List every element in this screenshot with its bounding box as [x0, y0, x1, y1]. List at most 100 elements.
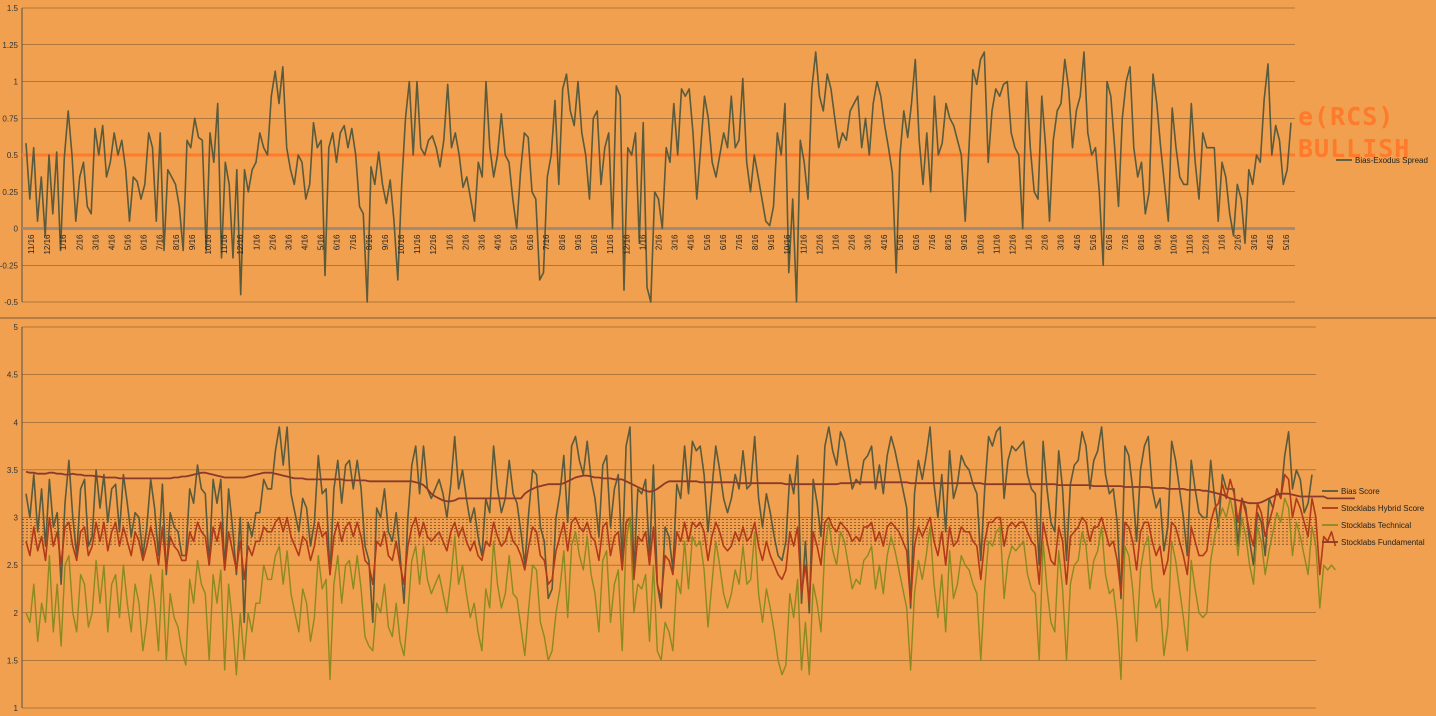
x-tick-label: 1/16	[1218, 234, 1227, 250]
x-tick-label: 11/16	[27, 234, 36, 254]
x-tick-label: 12/16	[43, 234, 52, 255]
x-tick-label: 12/16	[429, 234, 438, 255]
x-tick-label: 9/16	[767, 234, 776, 250]
x-tick-label: 12/16	[622, 234, 631, 255]
x-tick-label: 9/16	[381, 234, 390, 250]
x-tick-label: 11/16	[1185, 234, 1194, 254]
annotation-line-1: e(RCS)	[1298, 102, 1394, 131]
x-tick-label: 10/16	[783, 234, 792, 255]
y-tick-label: 2.5	[7, 561, 19, 570]
x-tick-label: 7/16	[349, 234, 358, 250]
legend-label: Bias-Exodus Spread	[1355, 156, 1428, 165]
x-tick-label: 8/16	[944, 234, 953, 250]
x-tick-label: 5/16	[317, 234, 326, 250]
x-tick-label: 8/16	[365, 234, 374, 250]
x-tick-label: 8/16	[1137, 234, 1146, 250]
x-tick-label: 1/16	[638, 234, 647, 250]
x-tick-label: 2/16	[1234, 234, 1243, 250]
x-tick-label: 12/16	[1008, 234, 1017, 255]
x-tick-label: 4/16	[1073, 234, 1082, 250]
x-tick-label: 3/16	[864, 234, 873, 250]
x-tick-label: 5/16	[1282, 234, 1291, 250]
x-tick-label: 4/16	[301, 234, 310, 250]
y-tick-label: -0.5	[4, 298, 18, 307]
series-line-stocklabs-fundamental	[25, 470, 1355, 505]
x-tick-label: 1/16	[445, 234, 454, 250]
x-tick-label: 5/16	[703, 234, 712, 250]
x-tick-label: 3/16	[284, 234, 293, 250]
x-tick-label: 5/16	[510, 234, 519, 250]
spread-chart: 1.5 1.25 1 0.75 0.5 0.25 0 -0.25 -0.5 Bias-Exodus…	[0, 4, 1428, 307]
legend-label: Stocklabs Fundamental	[1341, 538, 1425, 547]
x-tick-label: 11/16	[220, 234, 229, 254]
x-tick-label: 1/16	[1025, 234, 1034, 250]
y-tick-label: 2	[14, 609, 19, 618]
series-line-stocklabs-hybrid-score	[25, 473, 1337, 605]
x-tick-label: 10/16	[590, 234, 599, 255]
x-tick-label: 2/16	[461, 234, 470, 250]
x-tick-label: 2/16	[848, 234, 857, 250]
series-line-bias-exodus-spread	[25, 51, 1292, 303]
x-tick-label: 11/16	[413, 234, 422, 254]
y-tick-label: 0.75	[2, 114, 18, 123]
x-tick-label: 10/16	[397, 234, 406, 255]
x-tick-label: 9/16	[1153, 234, 1162, 250]
y-tick-label: 0.5	[7, 151, 19, 160]
scores-chart: 5 4.5 4 3.5 3 2.5 2 1.5 1 Bias Score Stocklabs Hyb…	[7, 323, 1425, 713]
x-tick-label: 8/16	[558, 234, 567, 250]
x-tick-label: 6/16	[526, 234, 535, 250]
x-tick-label: 1/16	[252, 234, 261, 250]
x-tick-label: 4/16	[494, 234, 503, 250]
x-tick-label: 4/16	[107, 234, 116, 250]
x-tick-label: 6/16	[333, 234, 342, 250]
x-tick-label: 6/16	[1105, 234, 1114, 250]
x-tick-label: 9/16	[188, 234, 197, 250]
y-tick-label: 1.25	[2, 41, 18, 50]
y-tick-label: 3	[14, 514, 19, 523]
y-tick-label: 4.5	[7, 371, 19, 380]
x-tick-label: 1/16	[831, 234, 840, 250]
x-tick-label: 11/16	[799, 234, 808, 254]
x-tick-label: 2/16	[268, 234, 277, 250]
x-tick-label: 8/16	[751, 234, 760, 250]
x-tick-label: 4/16	[1266, 234, 1275, 250]
x-tick-label: 12/16	[815, 234, 824, 255]
x-tick-label: 3/16	[91, 234, 100, 250]
x-tick-label: 3/16	[1250, 234, 1259, 250]
y-tick-label: 1.5	[7, 656, 19, 665]
x-tick-label: 9/16	[960, 234, 969, 250]
series-line-stocklabs-technical	[25, 497, 1336, 681]
x-tick-label: 6/16	[140, 234, 149, 250]
x-tick-label: 7/16	[156, 234, 165, 250]
x-tick-label: 9/16	[574, 234, 583, 250]
x-tick-label: 10/16	[204, 234, 213, 255]
y-tick-label: 1	[14, 704, 19, 713]
x-tick-label: 5/16	[1089, 234, 1098, 250]
legend-label: Stocklabs Hybrid Score	[1341, 504, 1425, 513]
x-tick-label: 7/16	[542, 234, 551, 250]
legend-label: Stocklabs Technical	[1341, 521, 1411, 530]
x-tick-label: 4/16	[687, 234, 696, 250]
x-tick-label: 10/16	[976, 234, 985, 255]
x-tick-label: 5/16	[896, 234, 905, 250]
y-tick-label: 4	[14, 418, 19, 427]
y-tick-label: 0.25	[2, 188, 18, 197]
x-tick-label: 2/16	[1041, 234, 1050, 250]
x-tick-label: 12/16	[1202, 234, 1211, 255]
y-tick-label: 0	[14, 225, 19, 234]
x-tick-label: 5/16	[124, 234, 133, 250]
x-tick-label: 6/16	[719, 234, 728, 250]
x-tick-label: 8/16	[172, 234, 181, 250]
x-tick-label: 10/16	[1169, 234, 1178, 255]
x-tick-label: 12/16	[236, 234, 245, 255]
x-tick-label: 11/16	[606, 234, 615, 254]
x-tick-label: 7/16	[1121, 234, 1130, 250]
y-tick-label: 1	[14, 78, 19, 87]
x-tick-label: 6/16	[912, 234, 921, 250]
y-tick-label: 5	[14, 323, 19, 332]
x-tick-label: 3/16	[1057, 234, 1066, 250]
x-tick-label: 3/16	[671, 234, 680, 250]
annotation-line-2: BULLISH	[1298, 134, 1410, 163]
